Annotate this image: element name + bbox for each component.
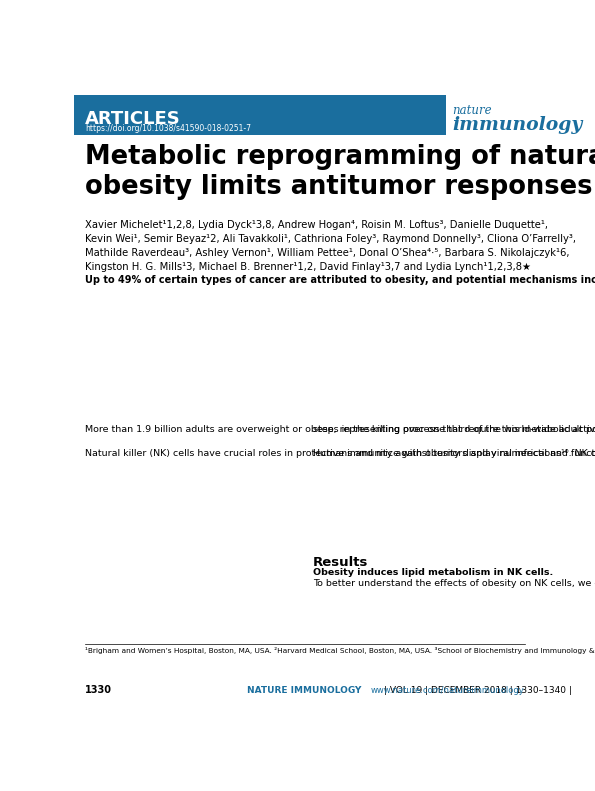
FancyBboxPatch shape [74, 95, 536, 135]
Text: Up to 49% of certain types of cancer are attributed to obesity, and potential me: Up to 49% of certain types of cancer are… [85, 275, 595, 285]
Text: Metabolic reprogramming of natural killer cells in
obesity limits antitumor resp: Metabolic reprogramming of natural kille… [85, 144, 595, 200]
Text: NATURE IMMUNOLOGY: NATURE IMMUNOLOGY [248, 686, 362, 694]
Text: https://doi.org/10.1038/s41590-018-0251-7: https://doi.org/10.1038/s41590-018-0251-… [85, 124, 251, 133]
Text: 1330: 1330 [85, 685, 112, 694]
Text: Xavier Michelet¹1,2,8, Lydia Dyck¹3,8, Andrew Hogan⁴, Roisin M. Loftus³, Daniell: Xavier Michelet¹1,2,8, Lydia Dyck¹3,8, A… [85, 220, 576, 271]
Text: | VOL 19 | DECEMBER 2018 | 1330–1340 |: | VOL 19 | DECEMBER 2018 | 1330–1340 | [384, 686, 572, 694]
Text: Obesity induces lipid metabolism in NK cells.: Obesity induces lipid metabolism in NK c… [313, 569, 553, 577]
Text: ARTICLES: ARTICLES [85, 110, 181, 128]
Text: More than 1.9 billion adults are overweight or obese, representing over one thir: More than 1.9 billion adults are overwei… [85, 426, 595, 457]
Text: steps in the killing process that require this metabolic activation are unknown.: steps in the killing process that requir… [313, 426, 595, 457]
Text: nature: nature [453, 104, 492, 117]
Text: immunology: immunology [453, 115, 583, 134]
Text: Results: Results [313, 556, 368, 570]
Text: www.nature.com/natureimmunology: www.nature.com/natureimmunology [371, 686, 525, 694]
Text: ¹Brigham and Women’s Hospital, Boston, MA, USA. ²Harvard Medical School, Boston,: ¹Brigham and Women’s Hospital, Boston, M… [85, 647, 595, 654]
FancyBboxPatch shape [446, 95, 536, 135]
Text: To better understand the effects of obesity on NK cells, we examined mouse NK ce: To better understand the effects of obes… [313, 579, 595, 589]
